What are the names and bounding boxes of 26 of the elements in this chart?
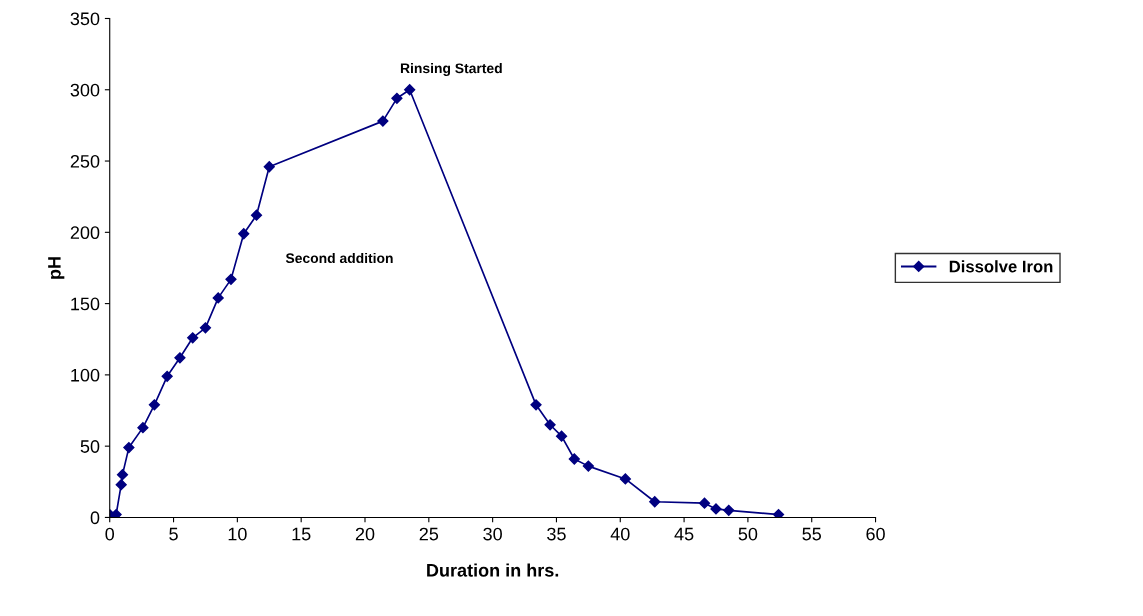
y-tick-label: 0 [90,511,100,525]
y-tick-label: 200 [70,226,100,240]
x-tick-label: 10 [228,527,247,541]
annotation: Second addition [285,252,393,264]
annotation: Rinsing Started [400,63,502,77]
x-tick-label: 45 [674,527,694,541]
x-tick-label: 60 [866,527,885,541]
y-tick-label: 150 [71,297,100,311]
x-tick-label: 25 [419,527,439,541]
x-tick-label: 0 [105,527,115,541]
y-tick-label: 50 [80,440,100,453]
x-tick-label: 55 [802,527,822,541]
y-axis-title: pH [48,257,65,279]
x-tick-label: 5 [169,527,178,541]
legend-label: Dissolve Iron [949,260,1053,273]
x-tick-label: 50 [738,527,758,541]
x-axis-title: Duration in hrs. [427,563,559,577]
y-tick-label: 100 [71,368,100,382]
x-tick-label: 15 [292,527,311,541]
y-tick-label: 250 [70,154,100,168]
y-tick-label: 350 [70,12,100,26]
x-tick-label: 30 [483,527,502,541]
x-tick-label: 20 [355,527,375,541]
y-tick-label: 300 [70,83,100,97]
x-tick-label: 40 [610,527,630,541]
x-tick-label: 35 [547,527,566,541]
